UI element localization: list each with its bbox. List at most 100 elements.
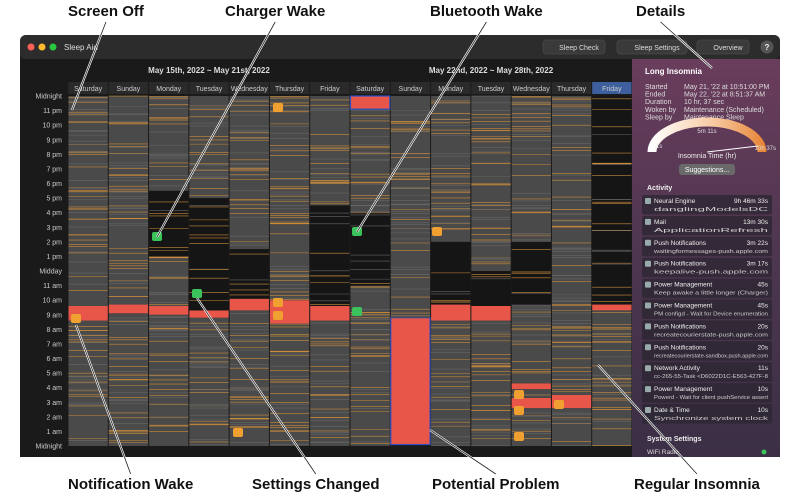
status-dot: [761, 449, 767, 455]
activity-row[interactable]: [642, 195, 772, 215]
awake-block[interactable]: [511, 389, 551, 398]
gauge-max: 10h 37s: [755, 146, 776, 152]
event-icon[interactable]: [514, 406, 524, 415]
awake-block[interactable]: [229, 96, 269, 250]
awake-block[interactable]: [431, 320, 471, 446]
awake-block[interactable]: [471, 320, 511, 446]
awake-block[interactable]: [149, 256, 189, 306]
event-icon[interactable]: [233, 428, 243, 437]
insomnia-block[interactable]: [592, 304, 632, 311]
awake-block[interactable]: [511, 96, 551, 242]
insomnia-block[interactable]: [108, 304, 149, 314]
insomnia-block[interactable]: [310, 306, 350, 321]
sleep-block[interactable]: [431, 241, 471, 305]
activity-time: 13m 30s: [743, 219, 769, 226]
gauge-needle: [706, 145, 759, 153]
event-icon[interactable]: [192, 289, 202, 298]
hour-label: 4 pm: [46, 210, 62, 217]
activity-icon: [645, 302, 651, 309]
activity-detail: keepalive-push.apple.com: [654, 270, 769, 276]
callout-label: Notification Wake: [68, 476, 193, 493]
sleep-block[interactable]: [592, 96, 632, 305]
event-icon[interactable]: [514, 432, 524, 441]
activity-row[interactable]: [642, 257, 772, 278]
close-button[interactable]: [27, 43, 35, 51]
activity-row[interactable]: [642, 341, 772, 361]
activity-detail: waitingformessages-push.apple.com: [654, 249, 769, 255]
activity-detail: recreatecourierstate-push.apple.com: [654, 332, 769, 338]
awake-block[interactable]: [350, 314, 390, 446]
activity-detail: Powerd - Wait for client pushService ass…: [654, 395, 769, 401]
activity-row[interactable]: [642, 278, 772, 299]
insomnia-block[interactable]: [349, 95, 391, 110]
activity-row[interactable]: [642, 383, 772, 403]
activity-time: 10s: [758, 407, 769, 414]
insomnia-block[interactable]: [390, 317, 431, 446]
sleep-block[interactable]: [350, 212, 390, 286]
awake-block[interactable]: [68, 96, 108, 306]
activity-row[interactable]: [642, 299, 772, 320]
activity-name: Mail: [654, 219, 666, 226]
toolbar-button-label: Overview: [713, 45, 743, 52]
event-icon[interactable]: [71, 314, 81, 323]
activity-name: Push Notifications: [654, 323, 707, 330]
toolbar-button[interactable]: [542, 39, 606, 55]
activity-title: Activity: [647, 185, 672, 192]
activity-detail: cc-265-55-Task <D6022D1C-E563-427F-8: [654, 374, 768, 380]
activity-icon: [645, 281, 651, 288]
minimize-button[interactable]: [38, 43, 46, 51]
awake-block[interactable]: [551, 96, 592, 395]
sleep-block[interactable]: [229, 249, 269, 299]
sleep-block[interactable]: [310, 205, 350, 306]
insomnia-block[interactable]: [471, 306, 511, 321]
awake-block[interactable]: [269, 323, 310, 447]
activity-row[interactable]: [642, 215, 772, 236]
event-icon[interactable]: [432, 227, 442, 236]
field-label: Sleep by: [645, 114, 673, 121]
event-icon[interactable]: [273, 298, 283, 307]
gauge-min: 1s: [656, 144, 662, 150]
awake-block[interactable]: [149, 96, 189, 191]
sleep-block[interactable]: [149, 190, 189, 257]
field-value: May 21, '22 at 10:51:00 PM: [684, 84, 770, 91]
toolbar-button[interactable]: [696, 39, 750, 55]
insomnia-block[interactable]: [431, 304, 471, 321]
suggestions-button[interactable]: [679, 164, 735, 175]
insomnia-block[interactable]: [229, 298, 269, 311]
week-header: May 15th, 2022 ~ May 21st, 2022: [148, 66, 270, 75]
event-icon[interactable]: [273, 311, 283, 320]
event-icon[interactable]: [273, 103, 283, 112]
awake-block[interactable]: [108, 96, 149, 305]
insomnia-block[interactable]: [511, 397, 551, 409]
zoom-button[interactable]: [49, 43, 57, 51]
hour-label: 11 am: [43, 283, 62, 290]
event-icon[interactable]: [554, 400, 564, 409]
sleep-block[interactable]: [471, 271, 511, 306]
awake-block[interactable]: [350, 109, 390, 213]
activity-row[interactable]: [642, 362, 772, 382]
help-button[interactable]: [760, 40, 774, 54]
awake-block[interactable]: [229, 310, 269, 446]
hour-label: 5 pm: [46, 196, 62, 203]
awake-block[interactable]: [269, 96, 310, 199]
activity-row[interactable]: [642, 320, 772, 340]
insomnia-block[interactable]: [149, 306, 189, 315]
day-label: Friday: [320, 86, 340, 93]
event-icon[interactable]: [352, 307, 362, 316]
activity-detail: PM configd - Wait for Device enumeration: [654, 312, 768, 318]
awake-block[interactable]: [390, 96, 431, 318]
hour-label: 2 am: [46, 414, 62, 421]
callout-line: [597, 364, 698, 475]
awake-block[interactable]: [551, 408, 592, 446]
insomnia-block[interactable]: [511, 383, 551, 390]
hour-label: 2 pm: [46, 239, 62, 246]
awake-block[interactable]: [431, 96, 471, 242]
awake-block[interactable]: [189, 96, 229, 199]
activity-row[interactable]: [642, 236, 772, 257]
gauge-mid: 5m 11s: [697, 129, 716, 135]
awake-block[interactable]: [269, 198, 310, 301]
activity-row[interactable]: [642, 404, 772, 424]
week-header: May 22nd, 2022 ~ May 28th, 2022: [429, 66, 554, 75]
day-label: Sunday: [117, 86, 141, 93]
event-icon[interactable]: [514, 390, 524, 399]
